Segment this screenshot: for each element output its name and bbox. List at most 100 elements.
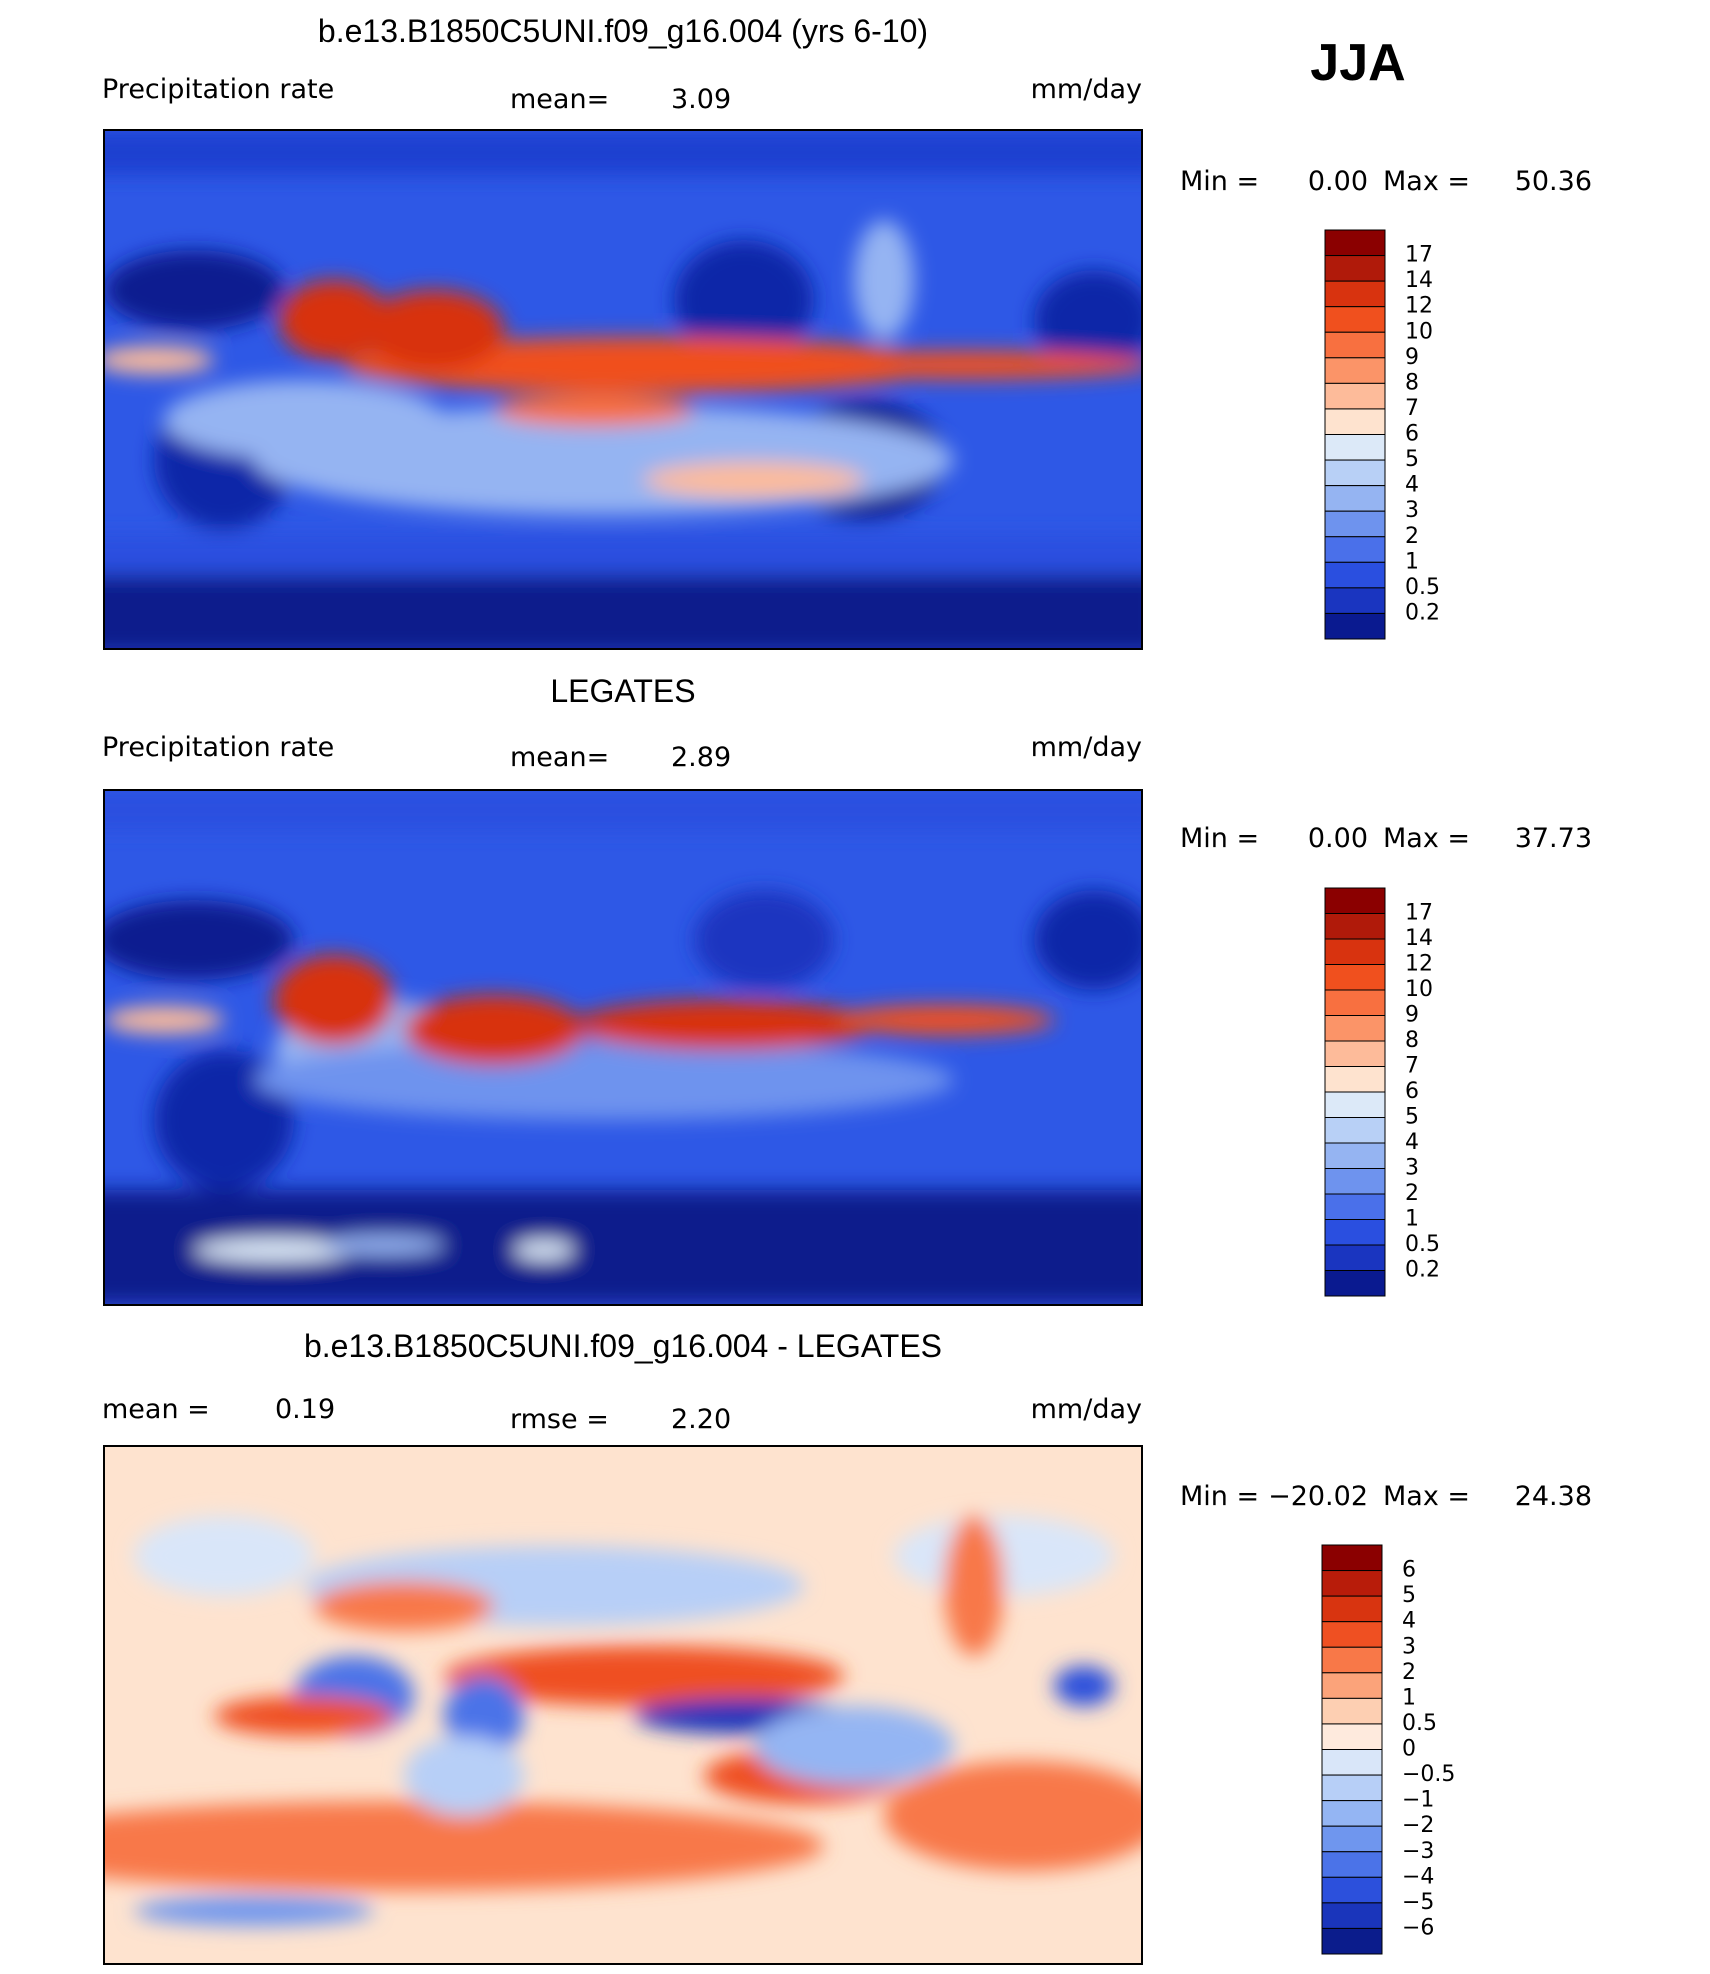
colorbar-box [1324,913,1386,940]
colorbar-box [1321,1902,1383,1929]
colorbar-box [1321,1570,1383,1597]
field-blob [854,220,914,340]
colorbar-box [1324,1117,1386,1144]
max-label: Max = [1383,823,1470,854]
field-blob [164,380,444,460]
colorbar-box [1321,1723,1383,1750]
colorbar-box [1324,561,1386,589]
min-label: Min = [1180,166,1259,197]
map-frame [103,129,1143,650]
min-value: 0.00 [1308,823,1368,854]
colorbar-label: 2 [1402,1660,1416,1685]
units: mm/day [1031,732,1142,763]
field-blob [674,240,814,360]
colorbar-label: 10 [1405,977,1433,1002]
field-blob [324,1235,444,1255]
colorbar-box [1321,1851,1383,1878]
field-blob [104,1006,224,1034]
map-field [104,1516,1142,1926]
colorbar-label: 0 [1402,1737,1416,1762]
mid-value: 3.09 [671,84,731,115]
min-value: −20.02 [1268,1481,1368,1512]
colorbar-box [1324,938,1386,965]
colorbar-box [1324,587,1386,614]
colorbar-box [1324,331,1386,359]
field-blob [344,337,944,393]
colorbar-label: 1 [1405,1207,1419,1232]
field-blob [104,346,214,374]
colorbar-box [1324,1040,1386,1067]
colorbar-label: −4 [1402,1864,1434,1889]
colorbar-label: 2 [1405,1181,1419,1206]
colorbar-box [1321,1774,1383,1802]
max-value: 37.73 [1515,823,1592,854]
colorbar-label: 6 [1405,1079,1419,1104]
colorbar-label: 1 [1402,1685,1416,1710]
field-band [104,130,1142,175]
field-blob [274,955,394,1045]
colorbar-label: 5 [1405,1105,1419,1130]
colorbar-label: −6 [1402,1915,1434,1940]
colorbar-box [1324,229,1386,257]
colorbar-box [1321,1672,1383,1699]
colorbar-box [1324,306,1386,333]
field-blob [104,1801,824,1891]
max-label: Max = [1383,1481,1470,1512]
mid-label: rmse = [510,1404,609,1435]
colorbar-label: 14 [1405,268,1433,293]
map [104,790,1142,1305]
colorbar-box [1324,1168,1386,1195]
season-label: JJA [1310,34,1405,92]
field-blob [104,900,294,980]
colorbar-box [1321,1825,1383,1853]
colorbar-box [1324,989,1386,1016]
map [104,130,1142,649]
field-band [104,575,1142,649]
colorbar-box [1324,280,1386,308]
colorbar-box [1324,1219,1386,1246]
colorbar-box [1324,1193,1386,1220]
colorbar-box [1324,408,1386,435]
map-field [104,130,1142,649]
field-blob [279,280,389,360]
colorbar-box [1324,434,1386,461]
panel-title: LEGATES [550,673,695,709]
colorbar-label: 1 [1405,549,1419,574]
left-value: 0.19 [275,1394,335,1425]
colorbar-label: 8 [1405,1028,1419,1053]
colorbar-label: 8 [1405,370,1419,395]
field-blob [834,1005,1054,1035]
field-blob [894,1516,1114,1596]
field-blob [314,1581,494,1631]
colorbar-label: 0.5 [1405,1232,1440,1257]
field-blob [1054,1666,1114,1706]
colorbar-label: −3 [1402,1839,1434,1864]
field-blob [514,1240,574,1260]
colorbar-label: 3 [1405,1156,1419,1181]
field-band [104,535,1142,580]
field-blob [774,351,1142,379]
colorbar-label: 0.2 [1405,1258,1440,1283]
colorbar-label: 3 [1402,1634,1416,1659]
colorbar-label: 10 [1405,319,1433,344]
field-blob [194,1238,354,1262]
colorbar-box [1324,536,1386,563]
field-blob [134,1896,374,1926]
colorbar-label: 12 [1405,294,1433,319]
field-blob [574,1000,874,1050]
field-blob [754,1706,954,1786]
map-field [104,790,1142,1305]
colorbar-label: 5 [1405,447,1419,472]
colorbar-box [1324,459,1386,487]
colorbar-label: 9 [1405,1003,1419,1028]
panel-title: b.e13.B1850C5UNI.f09_g16.004 (yrs 6-10) [318,13,928,49]
field-blob [494,394,694,426]
map-frame [103,1445,1143,1965]
colorbar-label: 6 [1402,1558,1416,1583]
colorbar-box [1324,1270,1386,1297]
max-value: 24.38 [1515,1481,1592,1512]
map [104,1446,1142,1964]
colorbar-label: 7 [1405,1054,1419,1079]
colorbar-box [1324,382,1386,410]
